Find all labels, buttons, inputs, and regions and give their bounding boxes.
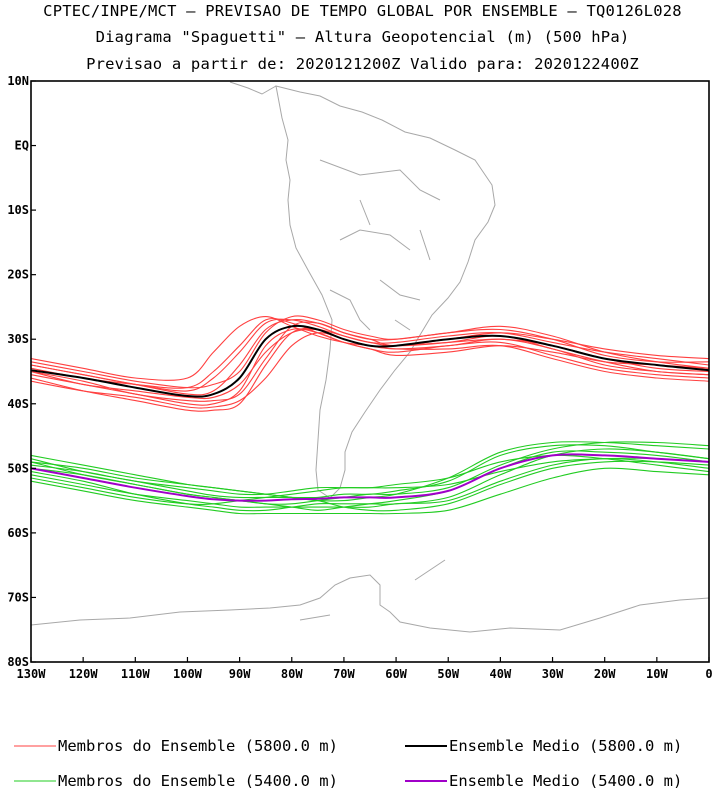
legend-label: Membros do Ensemble (5800.0 m) (58, 737, 338, 755)
legend-label: Ensemble Medio (5800.0 m) (449, 737, 682, 755)
y-axis: 10N EQ 10S 20S 30S 40S 50S 60S 70S 80S (7, 74, 36, 669)
plot-frame (30, 80, 710, 663)
ensemble-member-line (31, 467, 709, 515)
y-tick-label: 70S (7, 590, 29, 604)
x-tick-label: 20W (594, 667, 616, 681)
x-tick-label: 50W (437, 667, 459, 681)
x-tick-label: 30W (542, 667, 564, 681)
legend-label: Membros do Ensemble (5400.0 m) (58, 772, 338, 790)
ensemble-member-line (31, 444, 709, 499)
ensemble-member-line (31, 458, 709, 508)
ensemble-member-line (31, 460, 709, 512)
legend-label: Ensemble Medio (5400.0 m) (449, 772, 682, 790)
plot-area (31, 81, 709, 662)
chart-title-line-3: Previsao a partir de: 2020121200Z Valido… (86, 55, 639, 73)
y-tick-label: 60S (7, 526, 29, 540)
x-tick-label: 90W (229, 667, 251, 681)
x-axis: 130W 120W 110W 100W 90W 80W 70W 60W 50W 40W 30W 20W… (17, 657, 713, 681)
y-tick-label: EQ (15, 139, 29, 153)
x-tick-label: 0 (705, 667, 712, 681)
x-tick-label: 120W (69, 667, 99, 681)
central-america-outline (229, 81, 277, 95)
ensemble-member-line (31, 450, 709, 511)
x-tick-label: 110W (121, 667, 151, 681)
chart-title-line-2: Diagrama "Spaguetti" – Altura Geopotenci… (95, 28, 630, 46)
ensemble-member-line (31, 319, 709, 396)
x-tick-label: 60W (385, 667, 407, 681)
ensemble-mean-line (31, 453, 709, 502)
x-tick-label: 70W (333, 667, 355, 681)
ensemble-member-line (31, 317, 709, 389)
x-tick-label: 100W (173, 667, 203, 681)
south-america-outline (275, 85, 496, 499)
ensemble-member-line (31, 457, 709, 496)
y-tick-label: 10N (7, 74, 29, 88)
ensemble-member-line (31, 328, 709, 400)
y-tick-label: 40S (7, 397, 29, 411)
antarctica-outline (31, 559, 709, 633)
ensemble-member-line (31, 316, 709, 382)
legend: Membros do Ensemble (5800.0 m) Ensemble M… (14, 737, 682, 790)
y-tick-label: 20S (7, 268, 29, 282)
y-tick-label: 10S (7, 203, 29, 217)
ensemble-member-line (31, 318, 709, 392)
chart-title-line-1: CPTEC/INPE/MCT – PREVISAO DE TEMPO GLOBA… (43, 2, 682, 20)
y-tick-label: 50S (7, 461, 29, 475)
x-tick-label: 10W (646, 667, 668, 681)
x-tick-label: 40W (490, 667, 512, 681)
country-borders (319, 159, 441, 331)
y-tick-label: 30S (7, 332, 29, 346)
series-layer (31, 315, 709, 515)
coastline-map (31, 81, 709, 633)
y-tick-label: 80S (7, 655, 29, 669)
ensemble-mean-line (31, 324, 709, 398)
x-tick-label: 130W (17, 667, 47, 681)
x-tick-label: 80W (281, 667, 303, 681)
